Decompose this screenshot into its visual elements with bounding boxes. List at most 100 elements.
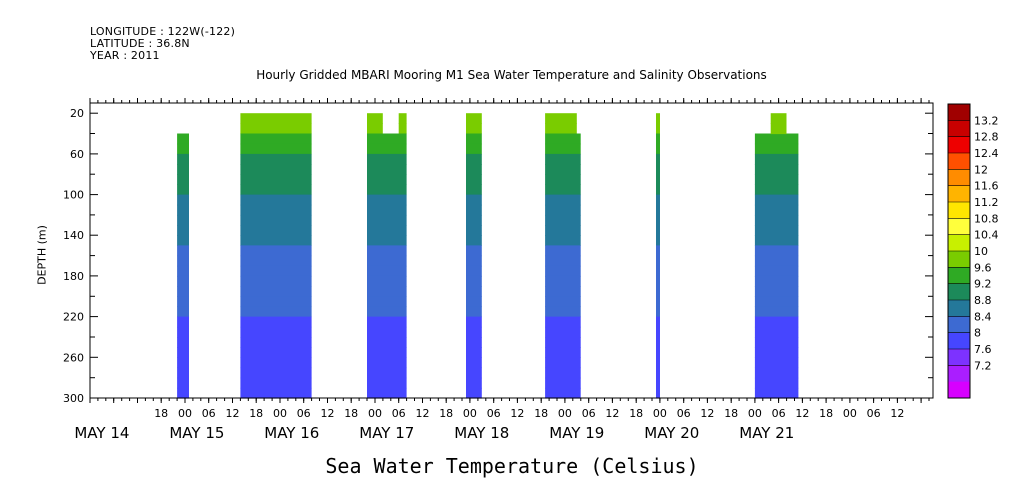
colorbar-swatch bbox=[948, 251, 970, 268]
data-band-segment-2 bbox=[240, 275, 312, 287]
data-band-segment-1 bbox=[177, 296, 189, 308]
data-band-segment-2 bbox=[240, 204, 312, 216]
data-band-segment-6 bbox=[656, 387, 660, 399]
data-band-segment-6 bbox=[656, 194, 660, 206]
data-band-segment-3 bbox=[367, 387, 407, 399]
data-band-segment-5 bbox=[545, 204, 581, 216]
data-band-segment-5 bbox=[545, 367, 581, 379]
data-band-segment-2 bbox=[240, 184, 312, 196]
data-band-segment-6 bbox=[656, 235, 660, 246]
data-band-segment-5 bbox=[545, 153, 581, 165]
data-band-segment-4 bbox=[466, 204, 482, 216]
x-tick-label-hour: 12 bbox=[416, 407, 430, 420]
data-band-segment-3 bbox=[367, 245, 407, 257]
data-band-segment-7 bbox=[754, 133, 799, 145]
x-tick-label-hour: 06 bbox=[487, 407, 501, 420]
x-tick-label-hour: 12 bbox=[890, 407, 904, 420]
data-band-segment-7 bbox=[754, 357, 799, 369]
data-band-segment-1 bbox=[177, 164, 189, 175]
data-band-segment-5 bbox=[545, 306, 581, 318]
data-band-segment-7 bbox=[754, 326, 799, 338]
data-band-segment-7 bbox=[754, 316, 799, 328]
x-tick-label-hour: 00 bbox=[843, 407, 857, 420]
colorbar-units-label: Sea Water Temperature (Celsius) bbox=[325, 454, 699, 478]
data-band-segment-6 bbox=[656, 265, 660, 277]
data-band-segment-1 bbox=[177, 214, 189, 226]
data-band-segment-5 bbox=[545, 214, 581, 226]
data-band-segment-4 bbox=[466, 194, 482, 206]
colorbar-swatch bbox=[948, 136, 970, 154]
x-tick-label-day: MAY 20 bbox=[644, 424, 699, 442]
data-band-segment-1 bbox=[177, 326, 189, 338]
data-band-segment-3 bbox=[367, 357, 407, 369]
data-band-segment-2 bbox=[240, 347, 312, 358]
data-band-segment-3 bbox=[367, 265, 407, 277]
data-band-segment-4 bbox=[466, 337, 482, 348]
data-band-segment-7 bbox=[754, 296, 799, 308]
x-tick-label-hour: 18 bbox=[344, 407, 358, 420]
data-band-segment-5 bbox=[545, 265, 581, 277]
data-band-segment-6 bbox=[656, 225, 660, 236]
x-tick-label-hour: 12 bbox=[510, 407, 524, 420]
x-tick-label-hour: 06 bbox=[202, 407, 216, 420]
data-band-segment-2 bbox=[240, 164, 312, 175]
data-band-segment-3 bbox=[367, 164, 407, 175]
x-tick-label-hour: 00 bbox=[558, 407, 572, 420]
data-band-segment-7 bbox=[754, 387, 799, 399]
data-band-segment-3 bbox=[367, 123, 383, 135]
data-band-segment-1 bbox=[177, 265, 189, 277]
x-tick-label-hour: 06 bbox=[772, 407, 786, 420]
x-tick-label-hour: 18 bbox=[629, 407, 643, 420]
data-band-segment-1 bbox=[177, 245, 189, 257]
data-band-segment-3 bbox=[367, 204, 407, 216]
data-band-segment-4 bbox=[466, 174, 482, 185]
data-band-segment-2 bbox=[240, 337, 312, 348]
data-band-segment-6 bbox=[656, 184, 660, 196]
data-band-segment-4 bbox=[466, 357, 482, 369]
x-tick-label-hour: 12 bbox=[226, 407, 240, 420]
x-tick-label-hour: 00 bbox=[178, 407, 192, 420]
data-band-segment-7 bbox=[754, 235, 799, 246]
data-band-segment-4 bbox=[466, 235, 482, 246]
x-tick-label-day: MAY 17 bbox=[359, 424, 414, 442]
data-band-segment-6 bbox=[656, 214, 660, 226]
data-band-segment-4 bbox=[466, 245, 482, 257]
data-band-segment-3 bbox=[367, 286, 407, 297]
colorbar-label: 11.6 bbox=[974, 180, 999, 193]
colorbar-swatch bbox=[948, 300, 970, 317]
y-tick-label: 300 bbox=[63, 392, 84, 405]
data-band-segment-7 bbox=[770, 113, 787, 124]
data-band-segment-6 bbox=[656, 357, 660, 369]
data-band-segment-3 bbox=[367, 194, 407, 206]
x-tick-label-hour: 00 bbox=[653, 407, 667, 420]
data-band-segment-2 bbox=[240, 174, 312, 185]
colorbar-label: 9.2 bbox=[974, 278, 992, 291]
data-band-segment-7 bbox=[770, 123, 787, 135]
x-tick-label-hour: 12 bbox=[605, 407, 619, 420]
data-band-segment-3 bbox=[367, 133, 407, 145]
data-band-segment-2 bbox=[240, 194, 312, 206]
data-band-segment-3 bbox=[367, 184, 407, 196]
data-band-segment-4 bbox=[466, 214, 482, 226]
data-band-segment-1 bbox=[177, 204, 189, 216]
x-tick-label-hour: 18 bbox=[439, 407, 453, 420]
x-tick-label-hour: 06 bbox=[392, 407, 406, 420]
y-tick-label: 180 bbox=[63, 270, 84, 283]
data-band-segment-2 bbox=[240, 245, 312, 257]
data-band-segment-6 bbox=[656, 326, 660, 338]
data-band-segment-2 bbox=[240, 326, 312, 338]
data-band-segment-3 bbox=[367, 143, 407, 155]
colorbar-swatch bbox=[948, 332, 970, 350]
data-band-segment-2 bbox=[240, 367, 312, 379]
x-tick-label-hour: 06 bbox=[867, 407, 881, 420]
data-band-segment-2 bbox=[240, 387, 312, 399]
data-band-segment-3 bbox=[367, 153, 407, 165]
x-tick-label-hour: 00 bbox=[463, 407, 477, 420]
data-band-segment-4 bbox=[466, 123, 482, 135]
data-band-segment-6 bbox=[656, 337, 660, 348]
colorbar-swatch bbox=[948, 202, 970, 219]
data-band-segment-5 bbox=[545, 113, 577, 124]
data-band-segment-6 bbox=[656, 296, 660, 308]
colorbar-label: 7.6 bbox=[974, 343, 992, 356]
data-band-segment-1 bbox=[177, 133, 189, 145]
